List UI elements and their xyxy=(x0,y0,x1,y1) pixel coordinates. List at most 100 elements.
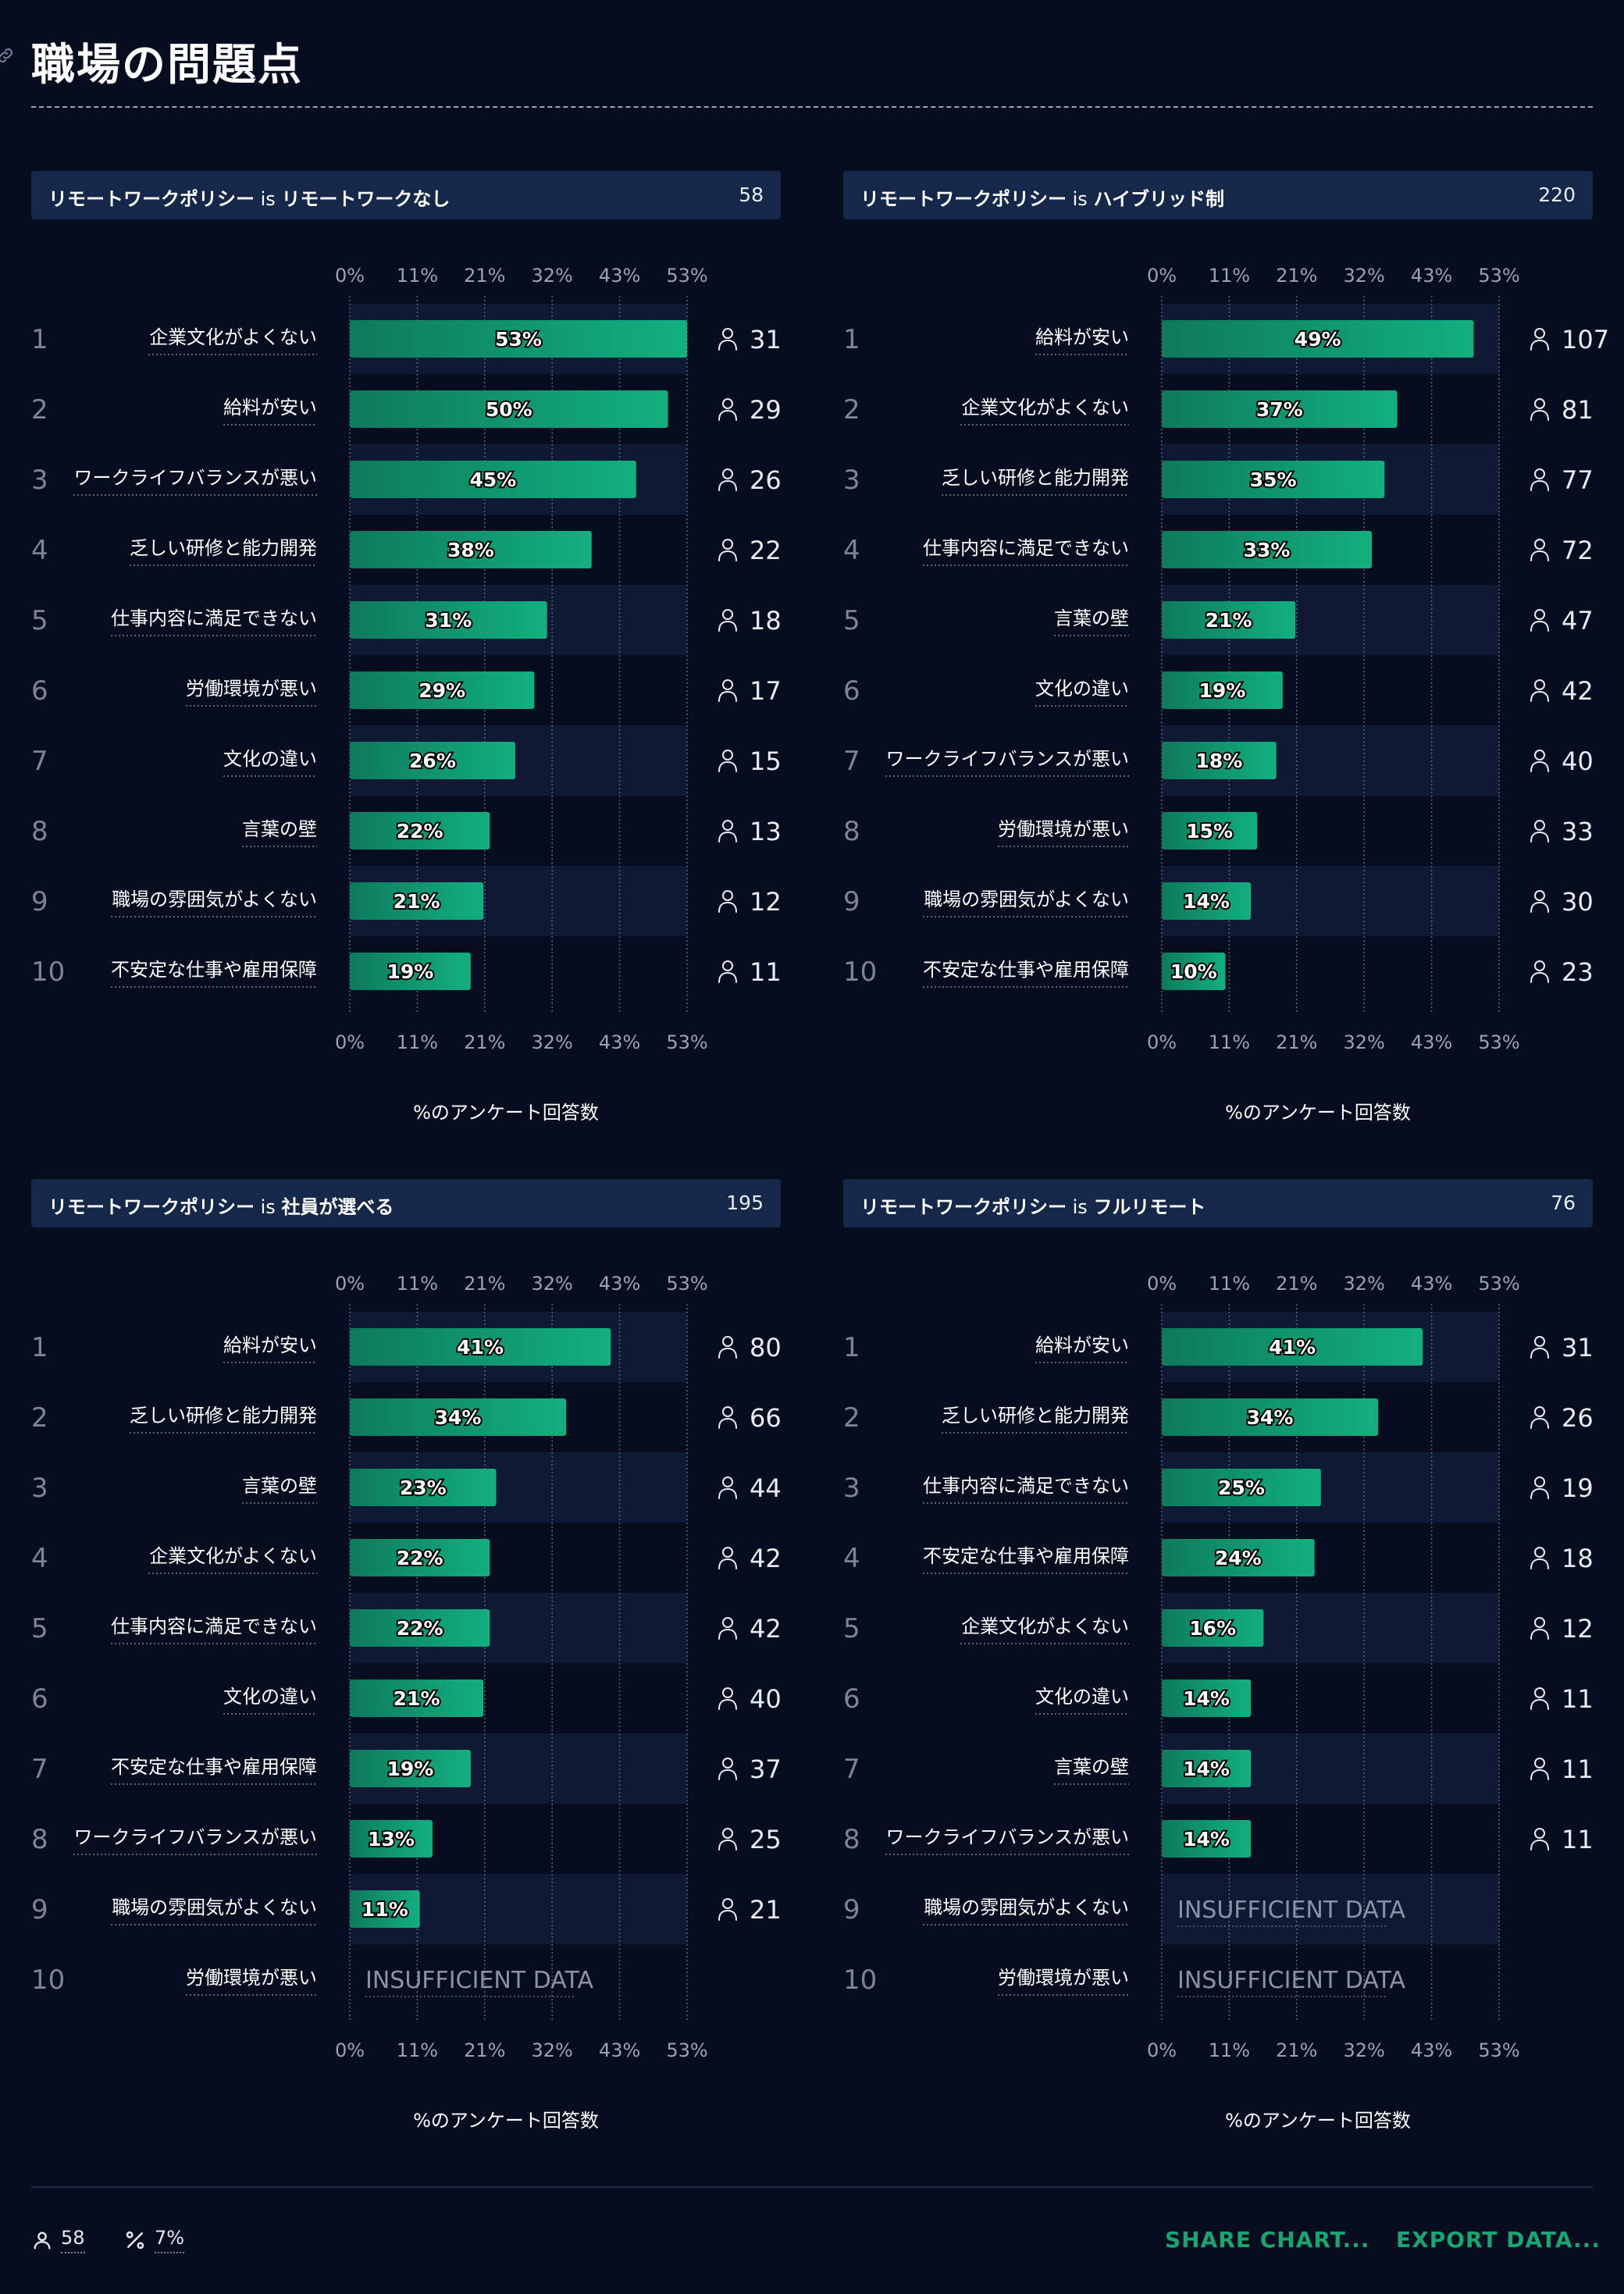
bar[interactable] xyxy=(1162,461,1385,498)
bar[interactable] xyxy=(350,882,484,920)
bar[interactable] xyxy=(350,1750,471,1787)
row-label[interactable]: 仕事内容に満足できない xyxy=(111,1615,317,1637)
filter-header[interactable]: リモートワークポリシー is ハイブリッド制 220 xyxy=(843,171,1593,219)
x-tick-label-top: 43% xyxy=(1411,265,1452,287)
insufficient-data-label: INSUFFICIENT DATA xyxy=(365,1967,593,1994)
bar[interactable] xyxy=(1162,882,1252,920)
row-label[interactable]: 企業文化がよくない xyxy=(149,1545,317,1567)
filter-header[interactable]: リモートワークポリシー is フルリモート 76 xyxy=(843,1179,1593,1227)
row-label[interactable]: 労働環境が悪い xyxy=(186,1967,317,1989)
x-tick-label-bottom: 43% xyxy=(599,2039,640,2061)
bar[interactable] xyxy=(350,1469,497,1506)
row-label[interactable]: 言葉の壁 xyxy=(1054,1756,1129,1778)
row-label[interactable]: 企業文化がよくない xyxy=(961,1615,1129,1637)
bar[interactable] xyxy=(350,1328,611,1366)
bar[interactable] xyxy=(350,1539,490,1576)
row-label[interactable]: 仕事内容に満足できない xyxy=(111,607,317,629)
bar[interactable] xyxy=(350,1890,420,1928)
bar[interactable] xyxy=(350,320,687,358)
row-label[interactable]: 給料が安い xyxy=(223,397,317,419)
row-label[interactable]: 労働環境が悪い xyxy=(998,818,1129,840)
row-label[interactable]: 企業文化がよくない xyxy=(149,326,317,348)
row-label[interactable]: 職場の雰囲気がよくない xyxy=(112,889,317,910)
footer-respondents[interactable]: 58 xyxy=(31,2227,85,2253)
bar[interactable] xyxy=(1162,1820,1252,1858)
bar[interactable] xyxy=(1162,531,1372,568)
bar[interactable] xyxy=(350,461,636,498)
row-label[interactable]: 文化の違い xyxy=(1035,1686,1129,1708)
bar[interactable] xyxy=(350,1398,567,1436)
bar[interactable] xyxy=(350,601,547,639)
bar[interactable] xyxy=(1162,601,1296,639)
row-label[interactable]: ワークライフバランスが悪い xyxy=(73,1826,317,1848)
row-label[interactable]: 乏しい研修と能力開発 xyxy=(942,1405,1129,1427)
bar[interactable] xyxy=(350,812,490,850)
row-label[interactable]: 給料が安い xyxy=(1035,326,1129,348)
row-label[interactable]: ワークライフバランスが悪い xyxy=(885,748,1129,770)
bar[interactable] xyxy=(1162,1328,1423,1366)
filter-operator: is xyxy=(1067,188,1094,210)
x-tick-label-bottom: 11% xyxy=(1209,1031,1250,1053)
bar[interactable] xyxy=(1162,671,1283,709)
bar[interactable] xyxy=(1162,1539,1315,1576)
bar[interactable] xyxy=(1162,390,1398,428)
footer-percent[interactable]: 7% xyxy=(123,2227,185,2253)
row-label[interactable]: 労働環境が悪い xyxy=(186,678,317,700)
row-label[interactable]: 給料が安い xyxy=(1035,1334,1129,1356)
bar[interactable] xyxy=(350,1609,490,1647)
row-label[interactable]: 乏しい研修と能力開発 xyxy=(130,537,317,559)
row-label[interactable]: 仕事内容に満足できない xyxy=(923,537,1129,559)
bar[interactable] xyxy=(1162,1469,1321,1506)
bar[interactable] xyxy=(350,953,471,990)
row-label[interactable]: 企業文化がよくない xyxy=(961,397,1129,419)
bar-value-label: 37% xyxy=(1256,398,1303,421)
bar[interactable] xyxy=(350,531,592,568)
link-icon[interactable] xyxy=(0,45,16,66)
bar[interactable] xyxy=(350,1820,433,1858)
row-label[interactable]: 不安定な仕事や雇用保障 xyxy=(111,1756,317,1778)
export-data-button[interactable]: EXPORT DATA... xyxy=(1396,2227,1601,2253)
bar[interactable] xyxy=(350,390,668,428)
row-label[interactable]: 職場の雰囲気がよくない xyxy=(112,1897,317,1918)
bar[interactable] xyxy=(350,1680,484,1717)
row-rank: 4 xyxy=(31,1543,48,1574)
filter-header[interactable]: リモートワークポリシー is リモートワークなし 58 xyxy=(31,171,781,219)
x-tick-label-top: 21% xyxy=(464,1273,505,1295)
row-label[interactable]: 言葉の壁 xyxy=(1054,607,1129,629)
row-label[interactable]: 給料が安い xyxy=(223,1334,317,1356)
row-label[interactable]: 文化の違い xyxy=(223,748,317,770)
row-label[interactable]: 職場の雰囲気がよくない xyxy=(924,1897,1129,1918)
row-label[interactable]: 職場の雰囲気がよくない xyxy=(924,889,1129,910)
person-icon xyxy=(1530,1547,1549,1569)
bar[interactable] xyxy=(1162,1609,1264,1647)
bar[interactable] xyxy=(350,671,535,709)
person-icon xyxy=(1530,468,1549,491)
bar[interactable] xyxy=(1162,953,1226,990)
bar[interactable] xyxy=(1162,1750,1252,1787)
bar[interactable] xyxy=(1162,742,1277,779)
bar[interactable] xyxy=(1162,320,1474,358)
share-chart-button[interactable]: SHARE CHART... xyxy=(1165,2227,1370,2253)
row-label[interactable]: 不安定な仕事や雇用保障 xyxy=(111,959,317,981)
row-label[interactable]: 仕事内容に満足できない xyxy=(923,1475,1129,1497)
bar[interactable] xyxy=(1162,1398,1379,1436)
row-label[interactable]: ワークライフバランスが悪い xyxy=(73,467,317,489)
bar-value-label: 18% xyxy=(1195,750,1242,772)
row-label[interactable]: 不安定な仕事や雇用保障 xyxy=(923,959,1129,981)
bar-value-label: 53% xyxy=(495,328,542,351)
row-label[interactable]: 乏しい研修と能力開発 xyxy=(130,1405,317,1427)
x-tick-label-bottom: 53% xyxy=(1478,1031,1519,1053)
row-label[interactable]: 文化の違い xyxy=(1035,678,1129,700)
row-label[interactable]: 言葉の壁 xyxy=(242,818,317,840)
bar[interactable] xyxy=(1162,1680,1252,1717)
bar[interactable] xyxy=(350,742,515,779)
row-label[interactable]: 労働環境が悪い xyxy=(998,1967,1129,1989)
x-axis-label: %のアンケート回答数 xyxy=(413,2110,599,2132)
row-label[interactable]: 文化の違い xyxy=(223,1686,317,1708)
bar[interactable] xyxy=(1162,812,1258,850)
row-label[interactable]: 乏しい研修と能力開発 xyxy=(942,467,1129,489)
row-label[interactable]: 言葉の壁 xyxy=(242,1475,317,1497)
filter-header[interactable]: リモートワークポリシー is 社員が選べる 195 xyxy=(31,1179,781,1227)
row-label[interactable]: 不安定な仕事や雇用保障 xyxy=(923,1545,1129,1567)
row-label[interactable]: ワークライフバランスが悪い xyxy=(885,1826,1129,1848)
